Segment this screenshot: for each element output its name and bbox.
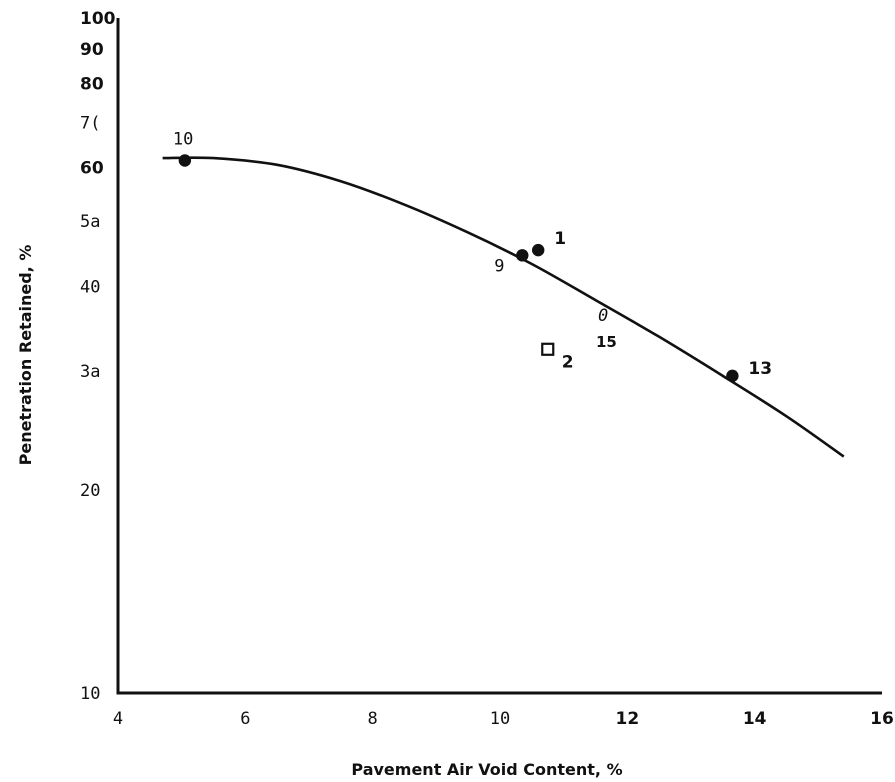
data-point-open-square [541,342,555,356]
y-tick-label: 10 [80,684,100,704]
point-label: 13 [748,359,772,379]
x-axis-title: Pavement Air Void Content, % [351,760,622,779]
y-tick-label: 7( [80,114,100,134]
y-tick-label: 20 [80,481,100,501]
point-label: 10 [173,130,193,150]
fit-curve-layer [162,156,845,458]
data-point [178,154,192,167]
y-tick-label: 3a [80,362,100,382]
annotation-label: 0 [598,306,608,326]
data-point [516,249,529,262]
data-point [726,369,739,383]
fit-curve [162,156,845,458]
point-label: 1 [554,229,566,249]
data-point [532,243,545,257]
y-tick-label: 100 [80,9,116,29]
x-tick-label: 12 [615,709,639,729]
point-label: 2 [562,352,574,372]
y-tick-label: 5a [80,212,100,232]
x-tick-label: 4 [113,709,123,729]
x-tick-label: 16 [870,709,894,729]
y-tick-label: 80 [80,74,104,94]
y-tick-label: 60 [80,159,104,179]
axes [116,18,882,695]
x-tick-label: 10 [490,709,510,729]
x-tick-label: 8 [368,709,378,729]
labels-layer: 10 9 1 13 2 0 15 [173,130,772,379]
x-tick-label: 6 [240,709,250,729]
y-axis-title: Penetration Retained, % [16,245,35,466]
y-tick-label: 90 [80,40,104,60]
points-layer [178,154,739,383]
y-tick-label: 40 [80,278,100,298]
x-tick-label: 14 [743,709,767,729]
point-label: 9 [494,256,504,276]
annotation-label: 15 [596,333,617,351]
